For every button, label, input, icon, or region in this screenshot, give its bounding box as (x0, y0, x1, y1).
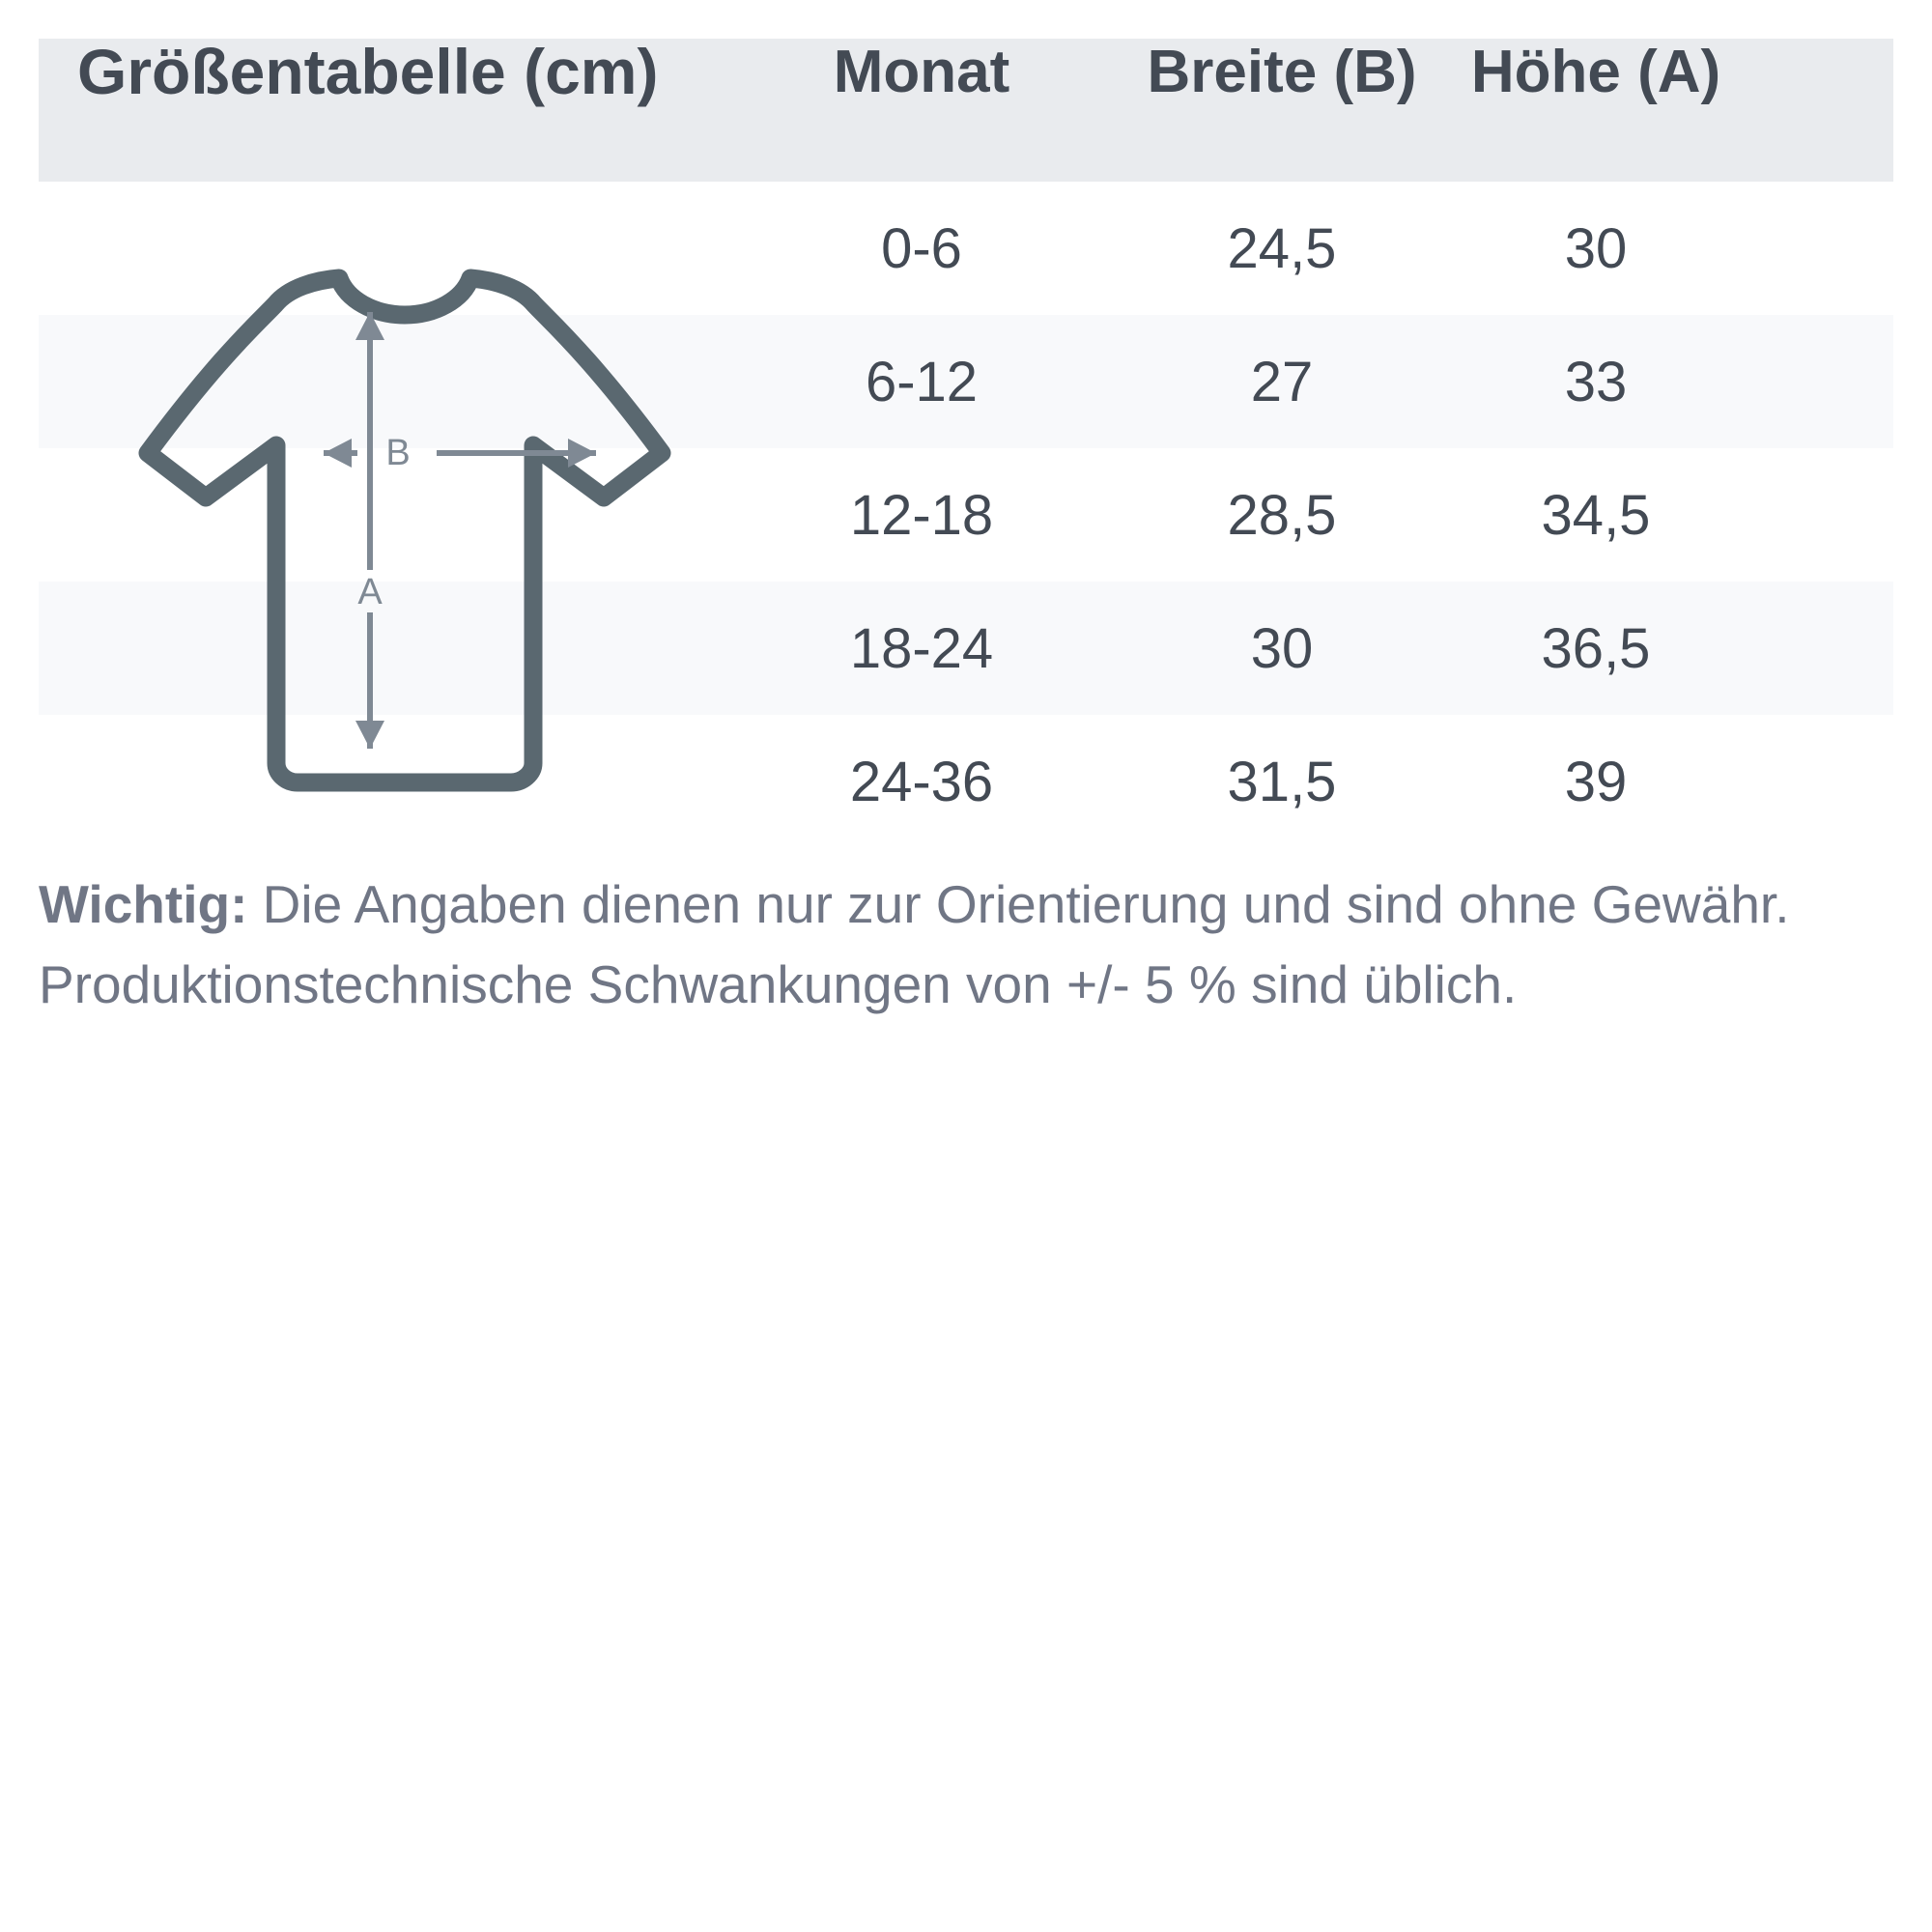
svg-text:B: B (385, 433, 410, 473)
svg-text:A: A (357, 572, 383, 612)
